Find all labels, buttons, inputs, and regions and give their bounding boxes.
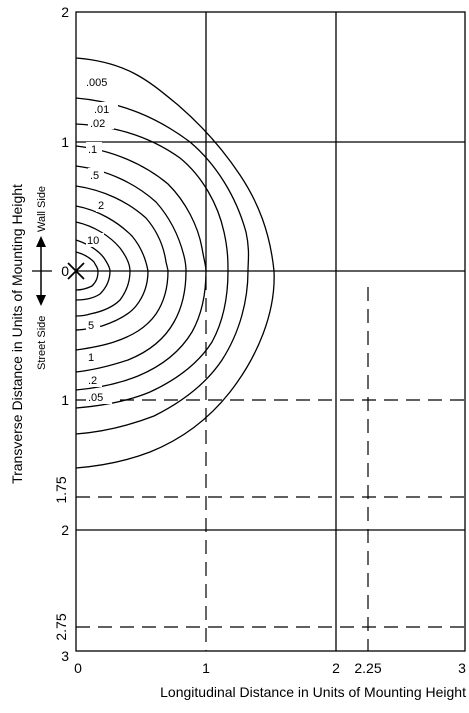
grid-solid xyxy=(75,11,466,652)
x-tick-label: 2.25 xyxy=(354,660,381,676)
contour-label-2: 2 xyxy=(98,200,104,212)
wall-side-label: Wall Side xyxy=(36,186,48,232)
x-tick-label: 2 xyxy=(332,660,340,676)
contour-label-05: .5 xyxy=(90,170,99,182)
label-bg xyxy=(86,318,100,332)
label-bg xyxy=(86,373,102,387)
grid-dashed xyxy=(76,276,465,651)
y-axis-title: Transverse Distance in Units of Mounting… xyxy=(9,184,25,484)
label-bg xyxy=(86,142,102,156)
contour-05 xyxy=(75,185,169,351)
x-tick-label: 0 xyxy=(74,660,82,676)
side-arrow-head-up xyxy=(36,236,46,247)
street-side-label: Street Side xyxy=(36,316,48,370)
contour-lines xyxy=(75,57,275,469)
contour-02 xyxy=(75,165,187,373)
contour-1 xyxy=(75,205,149,331)
y-tick-label: 1.75 xyxy=(53,476,69,503)
y-tick-label: 1 xyxy=(61,134,69,150)
contour-label-01: .1 xyxy=(88,144,97,156)
contour-label-02-street: .2 xyxy=(88,375,97,387)
y-tick-label: 1 xyxy=(61,392,69,408)
label-bg xyxy=(88,116,114,129)
x-tick-label: 1 xyxy=(202,660,210,676)
contour-10 xyxy=(75,251,99,291)
y-tick-label: 0 xyxy=(61,263,69,279)
contour-label-002: .02 xyxy=(90,118,105,130)
y-tick-label: 2.75 xyxy=(53,613,69,640)
y-tick-labels: 2 1 0 1 2 3 xyxy=(61,4,69,664)
contour-label-005-street: .05 xyxy=(88,392,103,404)
label-bg xyxy=(92,102,118,115)
contour-001 xyxy=(75,97,250,435)
label-bg xyxy=(88,168,104,182)
label-bg xyxy=(86,233,104,247)
y-tick-label: 3 xyxy=(61,648,69,664)
x-axis-title: Longitudinal Distance in Units of Mounti… xyxy=(160,684,466,700)
x-tick-labels: 0 1 2 2.25 3 xyxy=(74,660,466,676)
contour-5 xyxy=(75,239,111,301)
contour-label-10: 10 xyxy=(87,235,99,247)
contour-2 xyxy=(75,221,131,317)
y-tick-label: 2 xyxy=(61,522,69,538)
contour-label-001: .01 xyxy=(94,104,109,116)
contour-label-0005: .005 xyxy=(86,77,107,89)
plot-frame xyxy=(75,11,466,652)
contour-label-1-street: 1 xyxy=(88,352,94,364)
side-arrow-head-down xyxy=(36,295,46,306)
luminaire-marker xyxy=(67,262,85,280)
label-bg xyxy=(84,74,118,88)
label-bg xyxy=(86,390,112,404)
marker-stroke-b xyxy=(67,262,85,280)
label-bg xyxy=(96,198,110,212)
contour-labels: .005 .01 .02 .1 .5 2 10 5 1 .2 .05 xyxy=(84,74,118,404)
contour-002 xyxy=(75,123,229,409)
contour-01 xyxy=(75,145,207,391)
y-tick-label: 2 xyxy=(61,4,69,20)
y-tick-labels-rotated: 1.75 2.75 xyxy=(53,476,69,640)
label-bg xyxy=(86,350,100,364)
contour-label-5-street: 5 xyxy=(88,320,94,332)
contour-0005 xyxy=(75,57,275,469)
side-arrow xyxy=(32,236,52,306)
x-tick-label: 3 xyxy=(458,660,466,676)
